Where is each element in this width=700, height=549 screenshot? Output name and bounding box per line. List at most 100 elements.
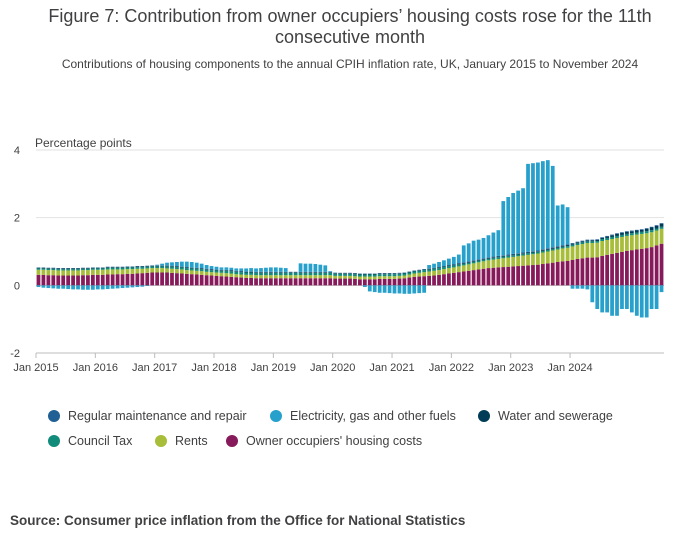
bar-regular_maintenance — [634, 229, 639, 231]
bar-regular_maintenance — [466, 261, 471, 262]
legend-item-regular-maintenance[interactable]: Regular maintenance and repair — [48, 409, 247, 423]
bar-council_tax — [367, 274, 372, 277]
bar-ooh — [461, 271, 466, 286]
bar-council_tax — [41, 268, 46, 270]
legend-item-council-tax[interactable]: Council Tax — [48, 434, 132, 448]
bar-electricity_gas — [550, 165, 555, 248]
bar-council_tax — [407, 272, 412, 275]
bar-electricity_gas — [392, 285, 397, 294]
bar-electricity_gas — [90, 285, 95, 290]
chart-subtitle: Contributions of housing components to t… — [61, 57, 639, 71]
bar-rents — [125, 269, 130, 274]
bar-water_sewerage — [649, 227, 654, 231]
bar-electricity_gas — [66, 285, 71, 290]
bar-electricity_gas — [634, 285, 639, 316]
bar-rents — [595, 242, 600, 258]
bar-ooh — [402, 278, 407, 286]
bar-ooh — [298, 278, 303, 286]
bar-council_tax — [293, 272, 298, 276]
bar-council_tax — [333, 273, 338, 276]
bar-water_sewerage — [175, 266, 179, 268]
bar-ooh — [590, 257, 595, 286]
bar-electricity_gas — [367, 285, 372, 292]
bar-water_sewerage — [565, 245, 570, 247]
bar-water_sewerage — [229, 270, 234, 272]
bar-ooh — [526, 265, 530, 286]
bar-water_sewerage — [590, 240, 595, 242]
bar-ooh — [506, 266, 511, 286]
bar-water_sewerage — [536, 251, 540, 252]
bar-council_tax — [278, 272, 283, 276]
bar-rents — [427, 271, 431, 276]
bar-rents — [590, 243, 595, 258]
bar-water_sewerage — [71, 268, 75, 270]
bar-electricity_gas — [461, 245, 466, 263]
bar-electricity_gas — [491, 232, 496, 257]
bar-rents — [615, 237, 619, 253]
bar-council_tax — [550, 248, 555, 251]
bar-council_tax — [629, 233, 634, 236]
bar-council_tax — [214, 270, 219, 273]
bar-ooh — [600, 255, 605, 286]
bar-water_sewerage — [461, 263, 466, 264]
bar-water_sewerage — [328, 272, 333, 273]
bar-ooh — [466, 270, 471, 286]
bar-ooh — [120, 274, 125, 286]
bar-electricity_gas — [41, 285, 46, 288]
bar-electricity_gas — [605, 285, 610, 313]
bar-council_tax — [600, 238, 605, 242]
bar-electricity_gas — [86, 285, 90, 290]
bar-ooh — [615, 252, 619, 286]
bar-electricity_gas — [377, 285, 382, 293]
bar-electricity_gas — [239, 268, 244, 272]
bar-regular_maintenance — [590, 239, 595, 241]
bar-council_tax — [328, 272, 333, 276]
bar-electricity_gas — [100, 285, 105, 290]
bar-electricity_gas — [654, 285, 659, 310]
bar-rents — [377, 276, 382, 279]
bar-ooh — [224, 276, 229, 286]
bar-water_sewerage — [259, 272, 263, 273]
bar-regular_maintenance — [451, 264, 456, 265]
bar-water_sewerage — [392, 273, 397, 275]
bar-water_sewerage — [303, 272, 308, 273]
bar-water_sewerage — [620, 232, 624, 235]
bar-rents — [570, 246, 575, 260]
bar-rents — [189, 270, 194, 275]
legend-item-rents[interactable]: Rents — [155, 434, 208, 448]
bar-electricity_gas — [580, 285, 585, 289]
bar-rents — [639, 233, 644, 249]
bar-electricity_gas — [649, 285, 654, 310]
bar-rents — [76, 270, 80, 276]
bar-water_sewerage — [81, 268, 85, 269]
bar-council_tax — [348, 273, 352, 276]
bar-ooh — [432, 275, 436, 286]
bar-rents — [476, 262, 481, 270]
bar-water_sewerage — [254, 272, 258, 273]
bar-electricity_gas — [204, 265, 209, 269]
bar-council_tax — [555, 247, 560, 250]
bar-council_tax — [496, 257, 501, 259]
bar-water_sewerage — [545, 248, 550, 250]
bar-council_tax — [184, 268, 189, 271]
legend-item-ooh[interactable]: Owner occupiers' housing costs — [226, 434, 422, 448]
bar-rents — [481, 261, 486, 269]
bar-ooh — [209, 275, 214, 286]
bar-rents — [175, 269, 179, 274]
bar-water_sewerage — [362, 273, 367, 275]
bar-electricity_gas — [570, 285, 575, 289]
bar-council_tax — [175, 267, 179, 270]
bars — [36, 160, 664, 318]
legend-item-electricity-gas[interactable]: Electricity, gas and other fuels — [270, 409, 456, 423]
legend-item-water-sewerage[interactable]: Water and sewerage — [478, 409, 613, 423]
bar-electricity_gas — [540, 161, 545, 250]
bar-council_tax — [95, 268, 100, 270]
bar-rents — [259, 275, 263, 279]
x-tick-label: Jan 2017 — [132, 362, 177, 374]
bar-council_tax — [422, 270, 427, 273]
bar-electricity_gas — [521, 188, 525, 253]
bar-water_sewerage — [516, 253, 521, 255]
bar-rents — [422, 272, 427, 277]
bar-water_sewerage — [580, 241, 585, 243]
bar-regular_maintenance — [659, 223, 664, 224]
